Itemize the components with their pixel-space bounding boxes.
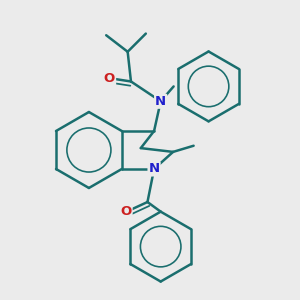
Text: O: O [120, 206, 132, 218]
Text: N: N [155, 95, 166, 108]
Text: O: O [104, 72, 115, 85]
Text: N: N [148, 163, 160, 176]
